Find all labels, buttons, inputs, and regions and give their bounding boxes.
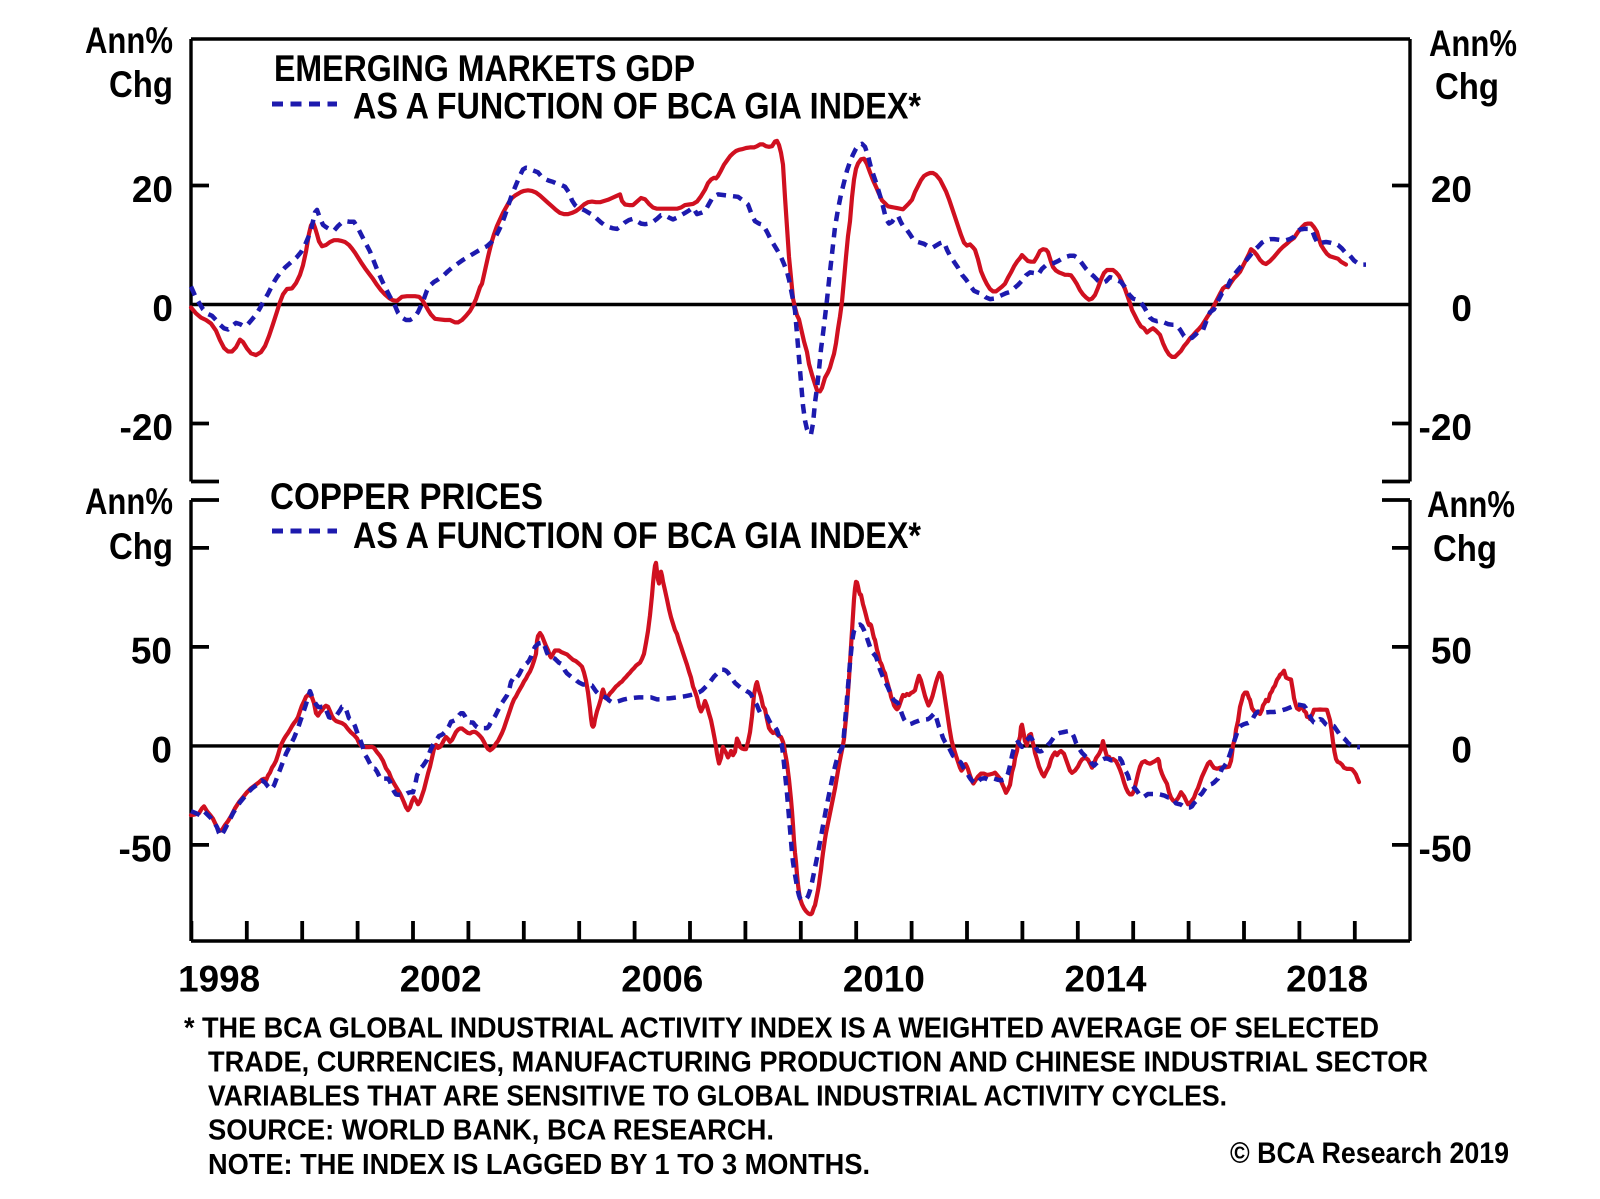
svg-text:20: 20 bbox=[132, 169, 173, 210]
svg-text:Chg: Chg bbox=[109, 64, 173, 105]
svg-text:-20: -20 bbox=[120, 407, 173, 448]
svg-text:Chg: Chg bbox=[109, 526, 173, 567]
svg-text:COPPER PRICES: COPPER PRICES bbox=[270, 476, 543, 517]
svg-text:2002: 2002 bbox=[400, 959, 482, 1000]
svg-text:0: 0 bbox=[1451, 729, 1472, 770]
svg-text:2010: 2010 bbox=[843, 959, 925, 1000]
svg-text:1998: 1998 bbox=[178, 959, 260, 1000]
svg-text:AS A FUNCTION OF BCA GIA INDEX: AS A FUNCTION OF BCA GIA INDEX* bbox=[353, 86, 922, 127]
svg-text:-20: -20 bbox=[1419, 407, 1472, 448]
svg-text:© BCA Research 2019: © BCA Research 2019 bbox=[1230, 1137, 1509, 1170]
svg-text:2014: 2014 bbox=[1065, 959, 1147, 1000]
svg-text:0: 0 bbox=[152, 288, 173, 329]
svg-text:* THE BCA GLOBAL INDUSTRIAL AC: * THE BCA GLOBAL INDUSTRIAL ACTIVITY IND… bbox=[184, 1013, 1379, 1045]
svg-text:VARIABLES THAT ARE SENSITIVE T: VARIABLES THAT ARE SENSITIVE TO GLOBAL I… bbox=[208, 1081, 1227, 1113]
svg-text:0: 0 bbox=[151, 729, 172, 770]
svg-text:0: 0 bbox=[1451, 288, 1472, 329]
svg-text:2006: 2006 bbox=[621, 959, 703, 1000]
svg-text:Ann%: Ann% bbox=[1429, 23, 1517, 64]
svg-text:NOTE: THE INDEX IS LAGGED BY 1: NOTE: THE INDEX IS LAGGED BY 1 TO 3 MONT… bbox=[208, 1149, 870, 1181]
svg-text:-50: -50 bbox=[1419, 828, 1472, 869]
svg-text:50: 50 bbox=[131, 630, 172, 671]
svg-text:Ann%: Ann% bbox=[1427, 484, 1515, 525]
svg-text:TRADE, CURRENCIES, MANUFACTURI: TRADE, CURRENCIES, MANUFACTURING PRODUCT… bbox=[208, 1047, 1428, 1079]
svg-text:SOURCE: WORLD BANK, BCA RESEAR: SOURCE: WORLD BANK, BCA RESEARCH. bbox=[208, 1115, 774, 1147]
svg-text:-50: -50 bbox=[119, 828, 172, 869]
svg-text:Chg: Chg bbox=[1435, 66, 1499, 107]
svg-text:20: 20 bbox=[1431, 169, 1472, 210]
svg-text:EMERGING MARKETS GDP: EMERGING MARKETS GDP bbox=[274, 48, 695, 89]
svg-text:AS A FUNCTION OF BCA GIA INDEX: AS A FUNCTION OF BCA GIA INDEX* bbox=[353, 515, 922, 556]
svg-text:50: 50 bbox=[1431, 630, 1472, 671]
svg-text:Ann%: Ann% bbox=[85, 20, 173, 61]
svg-text:2018: 2018 bbox=[1286, 959, 1368, 1000]
svg-text:Ann%: Ann% bbox=[85, 481, 173, 522]
svg-text:Chg: Chg bbox=[1433, 528, 1497, 569]
